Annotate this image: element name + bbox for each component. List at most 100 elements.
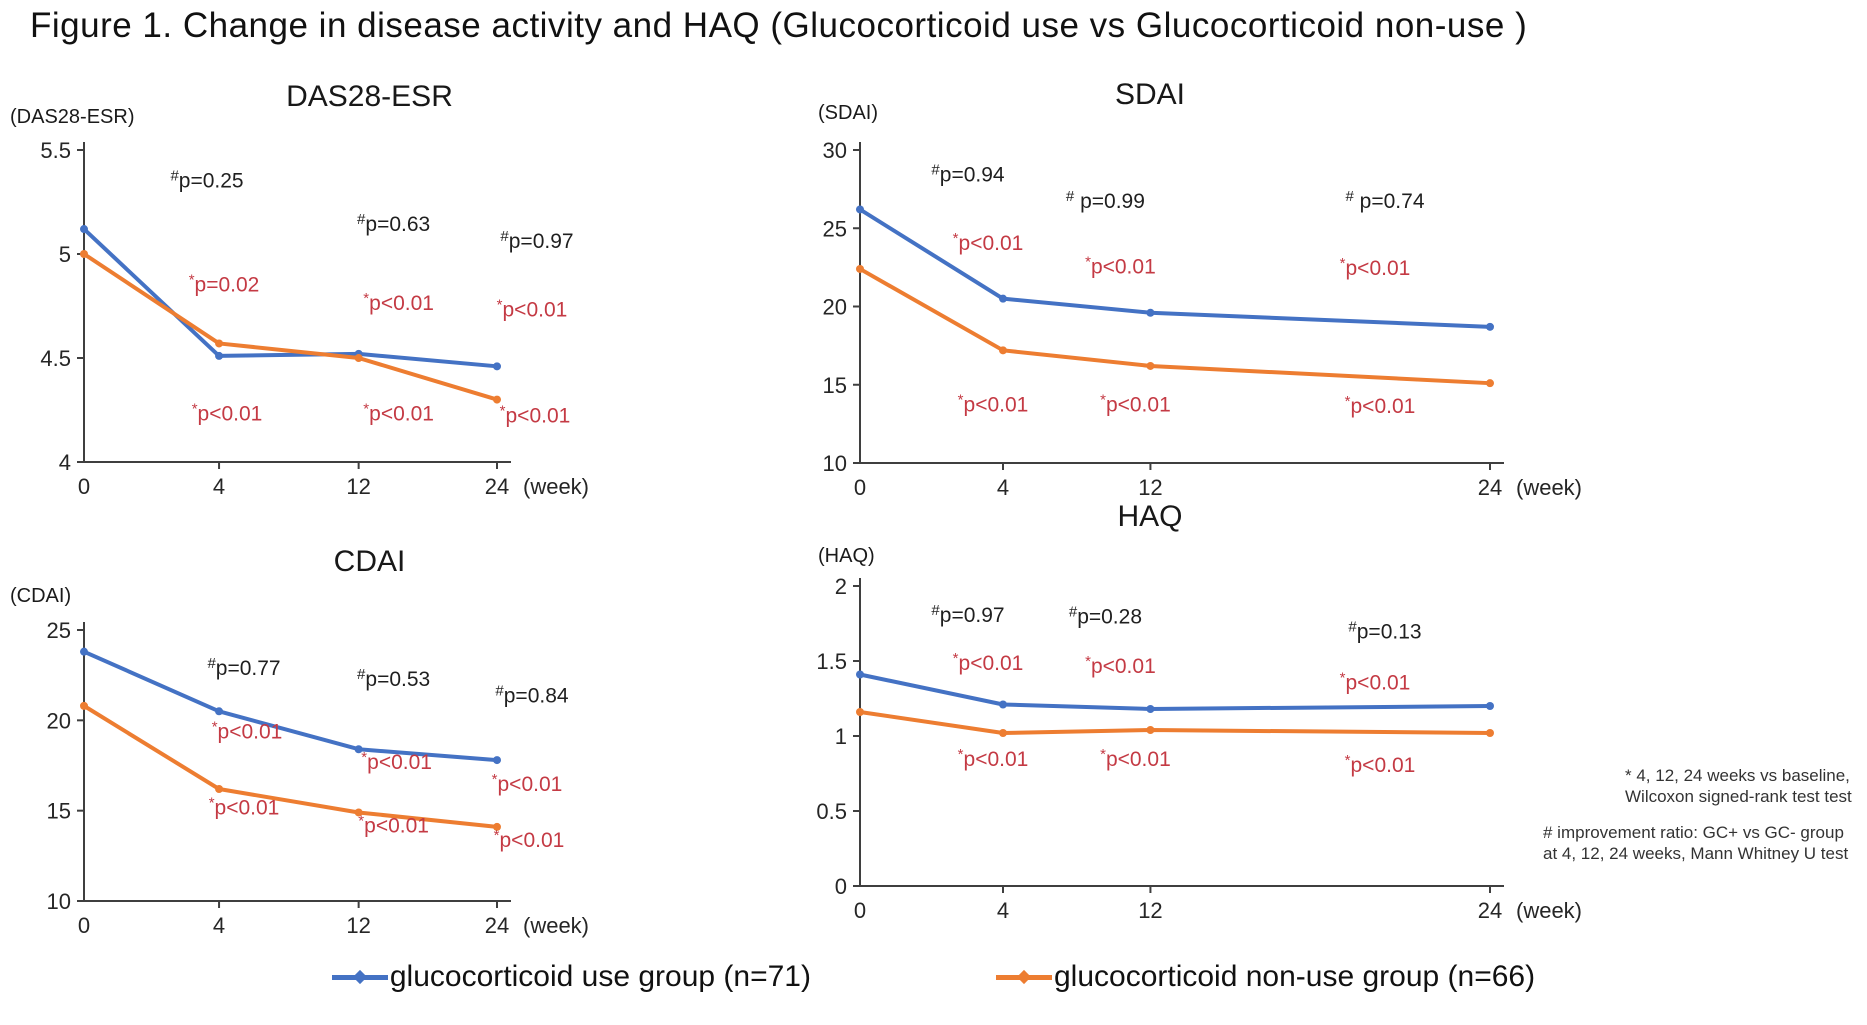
y-tick-label: 25	[823, 216, 847, 241]
p-value-annotation: *p<0.01	[361, 749, 432, 774]
data-point	[1146, 726, 1155, 734]
p-value-annotation: *p<0.01	[1340, 670, 1411, 695]
axes	[77, 142, 511, 469]
data-point	[1486, 702, 1494, 710]
footnote-wilcoxon: * 4, 12, 24 weeks vs baseline, Wilcoxon …	[1625, 765, 1852, 807]
data-point	[354, 745, 363, 754]
x-tick-label: 4	[213, 913, 225, 938]
x-tick-label: 4	[997, 898, 1009, 923]
data-point	[856, 708, 864, 716]
x-axis-unit-label: (week)	[523, 474, 589, 499]
y-tick-label: 0	[835, 874, 847, 899]
axis-unit-sdai: (SDAI)	[818, 102, 878, 124]
chart-haq: HAQ (HAQ) 2 1.5 1 0.5 0 0 4 12 24 (week) #p=0.97 #p…	[700, 500, 1600, 975]
legend-marker-non-use	[995, 974, 1052, 980]
x-tick-label: 12	[1138, 898, 1162, 923]
p-value-annotation: *p<0.01	[953, 230, 1024, 255]
data-point	[493, 756, 501, 765]
series-line-use-group	[80, 647, 501, 765]
p-value-annotation: #p=0.94	[931, 161, 1004, 186]
chart-canvas-das28: 5.554.540 4 12 24 (week)#p=0.25#p=0.63#p=0.9…	[40, 138, 589, 499]
axis-unit-das28: (DAS28-ESR)	[10, 106, 135, 128]
p-value-annotation: *p<0.01	[1085, 254, 1156, 279]
x-tick-label: 0	[854, 898, 866, 923]
data-point	[999, 294, 1008, 303]
y-tick-label: 5.5	[40, 138, 71, 163]
axes	[853, 578, 1504, 893]
data-point	[999, 700, 1008, 709]
y-tick-label: 10	[47, 889, 71, 914]
data-point	[80, 250, 88, 258]
p-value-annotation: #p=0.77	[207, 655, 280, 680]
y-tick-label: 1.5	[816, 649, 847, 674]
data-point	[215, 339, 224, 348]
p-value-annotation: *p<0.01	[1085, 653, 1156, 678]
series-line-use-group	[856, 205, 1494, 331]
x-tick-label: 24	[1478, 898, 1502, 923]
y-tick-label: 30	[823, 138, 847, 163]
data-point	[856, 205, 864, 214]
p-value-annotation: #p=0.28	[1069, 604, 1142, 629]
x-tick-label: 24	[485, 474, 509, 499]
x-tick-label: 12	[346, 913, 370, 938]
p-value-annotation: #p=0.84	[495, 682, 568, 707]
p-value-annotation: #p=0.53	[357, 666, 430, 691]
data-point	[856, 264, 864, 273]
p-value-annotation: *p<0.01	[212, 718, 283, 743]
data-point	[999, 729, 1008, 737]
series-line-use-group	[856, 670, 1494, 713]
p-value-annotation: *p=0.02	[189, 271, 260, 296]
x-tick-label: 0	[78, 474, 90, 499]
legend: glucocorticoid use group (n=71) glucocor…	[0, 960, 1867, 994]
data-point	[80, 701, 88, 710]
figure-title: Figure 1. Change in disease activity and…	[30, 6, 1528, 45]
p-value-annotation: *p<0.01	[1100, 391, 1171, 416]
data-point	[215, 351, 224, 360]
x-axis-unit-label: (week)	[523, 913, 589, 938]
p-value-annotation: #p=0.63	[357, 211, 430, 236]
data-point	[493, 362, 501, 371]
footnote-mann-whitney: # improvement ratio: GC+ vs GC- group at…	[1543, 822, 1848, 864]
x-tick-label: 24	[1478, 475, 1502, 500]
p-value-annotation: *p<0.01	[209, 794, 280, 819]
chart-title-cdai: CDAI	[333, 545, 406, 578]
y-tick-label: 10	[823, 451, 847, 476]
data-point	[1146, 361, 1155, 370]
x-tick-label: 12	[1138, 475, 1162, 500]
data-point	[80, 647, 88, 656]
series-line-non-use-group	[80, 701, 501, 831]
y-tick-label: 25	[47, 618, 71, 643]
y-tick-label: 0.5	[816, 799, 847, 824]
x-tick-label: 0	[78, 913, 90, 938]
footnote-line: * 4, 12, 24 weeks vs baseline,	[1625, 766, 1850, 785]
p-value-annotation: # p=0.99	[1066, 188, 1145, 213]
x-tick-label: 12	[346, 474, 370, 499]
x-axis-unit-label: (week)	[1516, 898, 1582, 923]
p-value-annotation: *p<0.01	[1345, 752, 1416, 777]
p-value-annotation: #p=0.97	[931, 602, 1004, 627]
y-tick-label: 20	[823, 295, 847, 320]
footnote-line: at 4, 12, 24 weeks, Mann Whitney U test	[1543, 844, 1849, 863]
x-tick-label: 4	[213, 474, 225, 499]
y-tick-label: 1	[835, 724, 847, 749]
chart-canvas-cdai: 25 20 15 10 0 4 12 24 (week) #p=0.77 #p=0.53 #p=0.8…	[47, 618, 590, 938]
p-value-annotation: # p=0.74	[1346, 188, 1425, 213]
chart-title-haq: HAQ	[1117, 500, 1183, 533]
p-value-annotation: *p<0.01	[1340, 255, 1411, 280]
chart-cdai: CDAI (CDAI) 25 20 15 10 0 4 12 24 (week) #p=0.77 #…	[2, 545, 682, 975]
legend-item-use: glucocorticoid use group (n=71)	[331, 960, 811, 994]
p-value-annotation: *p<0.01	[192, 400, 263, 425]
p-value-annotation: *p<0.01	[363, 400, 434, 425]
axis-unit-cdai: (CDAI)	[10, 585, 72, 607]
series-line-non-use-group	[856, 264, 1494, 388]
y-tick-label: 15	[823, 373, 847, 398]
y-tick-label: 20	[47, 708, 71, 733]
x-axis-unit-label: (week)	[1516, 475, 1582, 500]
p-value-annotation: *p<0.01	[1345, 393, 1416, 418]
data-point	[493, 822, 501, 831]
legend-item-non-use: glucocorticoid non-use group (n=66)	[995, 960, 1535, 994]
series-line-non-use-group	[80, 250, 501, 404]
data-point	[493, 395, 501, 404]
chart-das28-esr: DAS28-ESR (DAS28-ESR) 5.5 5 4.5 4 0 4 12 24 (wee…	[2, 80, 682, 540]
axes	[77, 622, 511, 908]
